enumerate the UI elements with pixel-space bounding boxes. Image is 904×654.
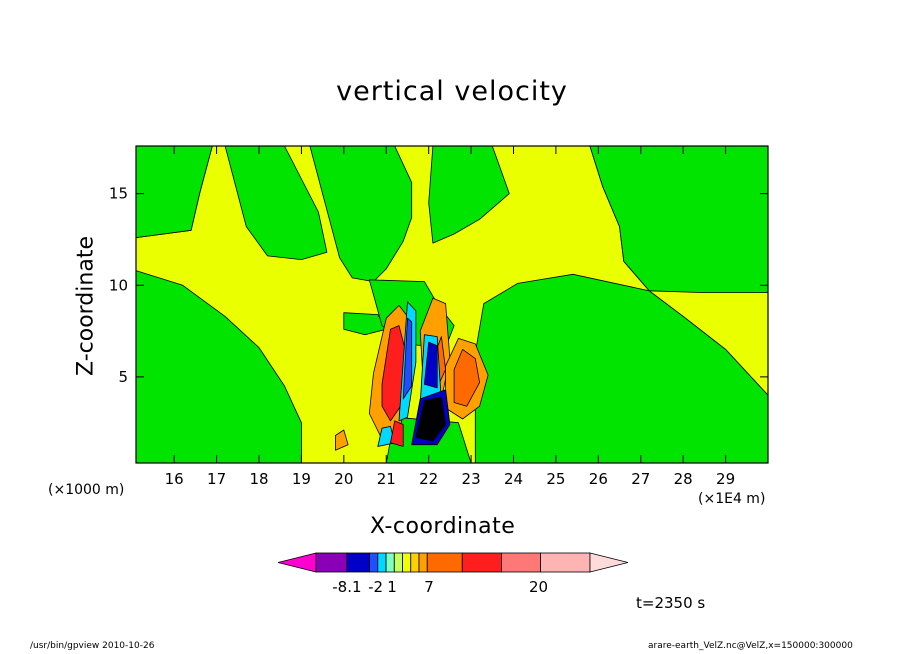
x-tick-label: 28 [674,470,693,488]
contour-region [423,341,438,389]
colorbar-label: 7 [424,578,434,596]
colorbar-swatch [501,552,541,573]
footer-file-info: arare-earth_VelZ.nc@VelZ,x=150000:300000 [648,641,853,651]
x-tick-label: 26 [589,470,608,488]
contour-region [135,270,302,464]
y-tick-label: 15 [109,185,128,203]
contour-region [334,429,349,451]
x-tick-label: 17 [207,470,226,488]
colorbar-swatch [426,552,463,573]
plot-frame [135,145,769,464]
colorbar-swatch [461,552,502,573]
colorbar-label: 1 [387,578,397,596]
colorbar-swatch [369,552,379,573]
x-unit-label: (×1000 m) [48,482,125,498]
x-tick-label: 20 [334,470,353,488]
contour-region [428,145,510,244]
y-tick-label: 10 [109,276,128,294]
time-label: t=2350 s [636,594,706,612]
colorbar-swatch [385,552,395,573]
colorbar-swatch [315,552,348,573]
y-tick-label: 5 [118,368,128,386]
x-tick-label: 27 [631,470,650,488]
contour-region [343,312,387,336]
x-tick-label: 19 [292,470,311,488]
x-tick-label: 25 [546,470,565,488]
colorbar-swatch [589,552,629,573]
colorbar-swatch [346,552,370,573]
contour-region [309,145,413,283]
contour-region [402,317,413,400]
colorbar-swatch [418,552,428,573]
x-tick-label: 24 [504,470,523,488]
x-tick-label: 23 [462,470,481,488]
x-axis-label: X-coordinate [370,514,516,539]
contour-region [224,145,328,261]
colorbar-label: -8.1 [332,578,361,596]
colorbar-swatch [393,552,403,573]
colorbar-swatch [540,552,591,573]
colorbar-swatch [402,552,412,573]
chart-title: vertical velocity [336,76,568,107]
x-tick-label: 18 [249,470,268,488]
contour-region [390,420,404,447]
colorbar-swatch [277,552,317,573]
x-tick-label: 21 [377,470,396,488]
x-scale-label: (×1E4 m) [698,491,766,507]
x-tick-label: 22 [419,470,438,488]
colorbar-swatch [410,552,420,573]
contour-region [453,348,481,407]
contour-region [415,396,447,442]
colorbar-label: -2 [368,578,383,596]
footer-program-date: /usr/bin/gpview 2010-10-26 [30,641,155,651]
x-tick-label: 16 [165,470,184,488]
colorbar-swatch [377,552,387,573]
colorbar-label: 20 [529,578,548,596]
x-tick-label: 29 [716,470,735,488]
